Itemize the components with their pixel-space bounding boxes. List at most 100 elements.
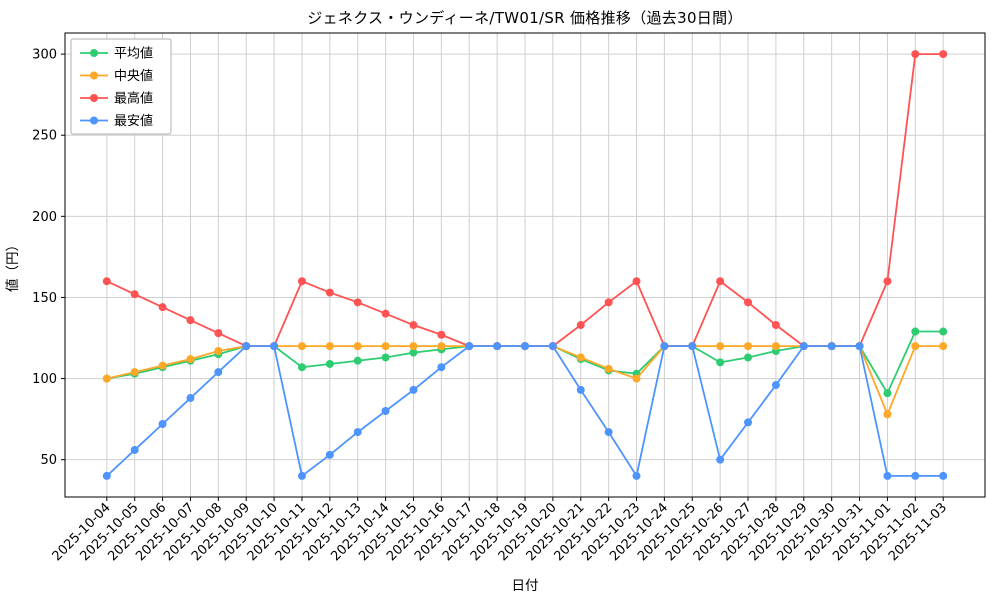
gridlines: [65, 33, 985, 497]
y-axis-label: 値（円）: [5, 238, 21, 292]
series-2-point: [214, 329, 223, 338]
series-0-point: [325, 359, 334, 368]
series-3-point: [855, 342, 864, 351]
series-1-point: [604, 364, 613, 373]
series-3-point: [186, 394, 195, 403]
series-1-point: [158, 361, 167, 370]
y-tick-label: 150: [32, 291, 57, 306]
series-1-point: [297, 342, 306, 351]
series-3-point: [270, 342, 279, 351]
series-3-point: [325, 450, 334, 459]
series-3-point: [604, 428, 613, 437]
series-1-point: [325, 342, 334, 351]
series-2-point: [353, 298, 362, 307]
series-3-point: [158, 419, 167, 428]
legend-label: 最安値: [114, 113, 153, 129]
series-2-point: [632, 277, 641, 286]
series-3-point: [465, 342, 474, 351]
series-2-point: [771, 321, 780, 330]
series-3-point: [437, 363, 446, 372]
series-2-point: [883, 277, 892, 286]
series-0-point: [409, 348, 418, 357]
series-1-point: [102, 374, 111, 383]
series-0-point: [297, 363, 306, 372]
series-3-point: [353, 428, 362, 437]
x-axis-label: 日付: [512, 578, 539, 594]
series-2-point: [297, 277, 306, 286]
legend-label: 中央値: [114, 68, 153, 84]
series-1-point: [437, 342, 446, 351]
series-2-point: [381, 309, 390, 318]
series-3-point: [771, 381, 780, 390]
series-3-point: [827, 342, 836, 351]
legend-sample-marker: [90, 116, 98, 125]
series-1-point: [353, 342, 362, 351]
series-1-point: [771, 342, 780, 351]
series-1-point: [381, 342, 390, 351]
series-1-point: [883, 410, 892, 419]
legend-box: [70, 38, 172, 135]
y-tick-label: 300: [32, 48, 57, 63]
series-3-point: [744, 418, 753, 427]
y-tick-label: 250: [32, 129, 57, 144]
series-2-point: [604, 298, 613, 307]
legend-item: 中央値: [80, 68, 153, 84]
series-3-point: [632, 471, 641, 480]
series-2-point: [716, 277, 725, 286]
series-2-point: [325, 288, 334, 297]
legend-item: 最高値: [80, 91, 153, 107]
plot-area: 50 100 150 200 250 300 2025-10-042025-10-05202…: [32, 32, 986, 564]
legend-label: 平均値: [114, 46, 153, 62]
y-tick-label: 100: [32, 372, 57, 387]
series-1-point: [214, 346, 223, 355]
series-0-point: [744, 353, 753, 362]
series-3-point: [214, 368, 223, 377]
series-3-point: [381, 407, 390, 416]
series-3-point: [688, 342, 697, 351]
legend-label: 最高値: [114, 91, 153, 107]
series-2-point: [911, 50, 920, 59]
series-1-point: [130, 368, 139, 377]
series-1-point: [576, 353, 585, 362]
y-tick-label: 200: [32, 210, 57, 225]
series-2-point: [576, 321, 585, 330]
series-0-point: [716, 358, 725, 367]
series-0-point: [939, 327, 948, 336]
series-2-point: [437, 330, 446, 339]
y-axis-ticks: 50 100 150 200 250 300: [32, 48, 65, 468]
series-3-point: [716, 455, 725, 464]
legend-sample-marker: [90, 71, 98, 80]
x-axis-ticks: 2025-10-042025-10-052025-10-062025-10-07…: [50, 497, 950, 564]
series-2-point: [186, 316, 195, 325]
chart-title: ジェネクス・ウンディーネ/TW01/SR 価格推移（過去30日間）: [307, 9, 742, 27]
series-3-point: [911, 471, 920, 480]
series-3-point: [660, 342, 669, 351]
series-3-point: [548, 342, 557, 351]
y-tick-label: 50: [40, 453, 57, 468]
series-3-point: [799, 342, 808, 351]
series-3-point: [297, 471, 306, 480]
legend-sample-marker: [90, 49, 98, 57]
series-3-point: [409, 385, 418, 394]
series-1-point: [744, 342, 753, 351]
series-3-point: [493, 342, 502, 351]
series-0-point: [381, 353, 390, 362]
series-1-point: [186, 355, 195, 364]
series-0-point: [883, 389, 892, 398]
legend-item: 平均値: [80, 46, 153, 62]
series-3-point: [130, 445, 139, 454]
series-2-point: [158, 303, 167, 312]
series-3-point: [576, 385, 585, 394]
series-2-point: [939, 50, 948, 59]
series-2-point: [409, 321, 418, 330]
series-0-point: [911, 327, 920, 336]
series-1-point: [939, 342, 948, 351]
series-1-point: [716, 342, 725, 351]
series-1-point: [632, 374, 641, 383]
series-3-point: [939, 471, 948, 480]
series-3-point: [521, 342, 529, 351]
series-2-point: [102, 277, 111, 286]
